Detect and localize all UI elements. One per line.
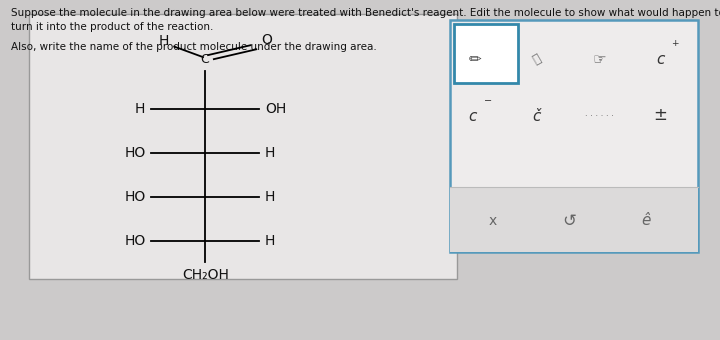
Text: · · · · · ·: · · · · · · <box>585 112 613 121</box>
Text: ☞: ☞ <box>593 52 606 67</box>
Text: CH₂OH: CH₂OH <box>181 268 229 283</box>
Text: c: c <box>656 52 665 67</box>
Text: ✏: ✏ <box>469 52 481 67</box>
Text: H: H <box>159 34 169 48</box>
Text: C: C <box>200 53 209 66</box>
Text: +: + <box>671 39 679 48</box>
Text: HO: HO <box>124 146 145 160</box>
Text: HO: HO <box>124 234 145 249</box>
Text: Suppose the molecule in the drawing area below were treated with Benedict's reag: Suppose the molecule in the drawing area… <box>11 8 720 18</box>
Bar <box>454 24 518 83</box>
Text: H: H <box>265 190 275 204</box>
Text: O: O <box>261 33 272 48</box>
Text: H: H <box>135 102 145 116</box>
Text: ↺: ↺ <box>562 211 576 230</box>
Text: OH: OH <box>265 102 287 116</box>
Text: −: − <box>484 96 492 106</box>
Text: H: H <box>265 234 275 249</box>
Text: ±: ± <box>653 106 667 124</box>
Bar <box>450 187 698 252</box>
Text: HO: HO <box>124 190 145 204</box>
Text: turn it into the product of the reaction.: turn it into the product of the reaction… <box>11 22 213 32</box>
Text: H: H <box>265 146 275 160</box>
Text: x: x <box>488 214 496 227</box>
Bar <box>29 14 457 279</box>
Text: Also, write the name of the product molecule under the drawing area.: Also, write the name of the product mole… <box>11 42 377 52</box>
Text: ê: ê <box>642 213 651 228</box>
Bar <box>450 20 698 252</box>
Text: ⬭: ⬭ <box>531 52 544 67</box>
Text: c: c <box>469 109 477 124</box>
Text: č: č <box>533 109 541 124</box>
